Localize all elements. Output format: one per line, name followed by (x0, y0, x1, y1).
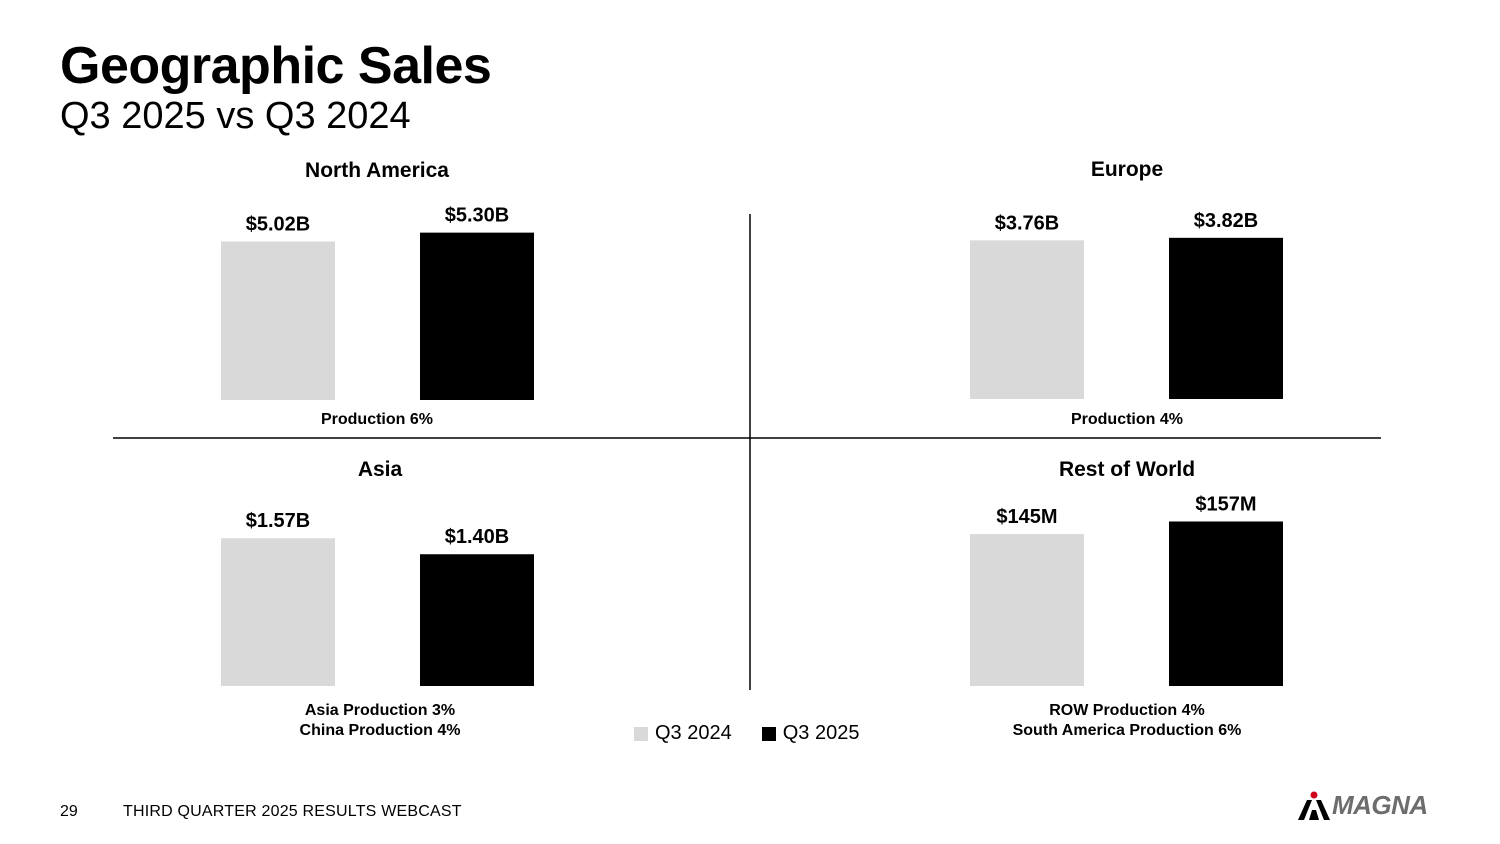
bar-rest-of-world-q3-2024 (970, 534, 1084, 686)
legend-swatch-q3-2024 (634, 726, 648, 741)
data-label-europe-q3-2025: $3.82B (1194, 210, 1259, 232)
bar-rest-of-world-q3-2025 (1169, 521, 1283, 686)
bar-europe-q3-2024 (970, 240, 1084, 399)
production-note-asia: Asia Production 3% (305, 702, 455, 719)
data-label-asia-q3-2024: $1.57B (246, 510, 311, 532)
production-note-europe: Production 4% (1071, 411, 1183, 428)
bar-north-america-q3-2025 (420, 232, 534, 400)
panel-title-asia: Asia (358, 458, 403, 481)
magna-logo: MAGNA (1298, 790, 1428, 821)
data-label-north-america-q3-2024: $5.02B (246, 213, 311, 235)
footer-text: THIRD QUARTER 2025 RESULTS WEBCAST (123, 803, 462, 820)
bar-north-america-q3-2024 (221, 241, 335, 400)
legend-item-q3-2024: Q3 2024 (634, 722, 732, 745)
legend-label-q3-2025: Q3 2025 (782, 722, 860, 744)
production-note-asia: China Production 4% (300, 722, 461, 739)
production-note-rest-of-world: ROW Production 4% (1049, 702, 1205, 719)
panel-title-rest-of-world: Rest of World (1059, 458, 1195, 481)
bar-europe-q3-2025 (1169, 237, 1283, 399)
page-title: Geographic Sales (60, 37, 492, 95)
bar-asia-q3-2025 (420, 554, 534, 686)
magna-logo-text: MAGNA (1332, 790, 1428, 820)
magna-logo-icon (1298, 791, 1330, 820)
chart-legend: Q3 2024 Q3 2025 (634, 722, 859, 745)
production-note-north-america: Production 6% (321, 411, 433, 428)
data-label-rest-of-world-q3-2024: $145M (996, 506, 1057, 528)
legend-swatch-q3-2025 (761, 726, 776, 741)
panel-title-europe: Europe (1091, 158, 1163, 181)
data-label-europe-q3-2024: $3.76B (995, 212, 1060, 234)
page-number: 29 (60, 803, 78, 820)
production-note-rest-of-world: South America Production 6% (1013, 722, 1242, 739)
data-label-rest-of-world-q3-2025: $157M (1195, 493, 1256, 515)
panel-title-north-america: North America (305, 159, 449, 182)
data-label-north-america-q3-2025: $5.30B (445, 205, 510, 227)
page-subtitle: Q3 2025 vs Q3 2024 (60, 95, 411, 137)
legend-item-q3-2025: Q3 2025 (761, 722, 860, 745)
bar-asia-q3-2024 (221, 538, 335, 686)
legend-label-q3-2024: Q3 2024 (655, 722, 732, 744)
data-label-asia-q3-2025: $1.40B (445, 526, 510, 548)
